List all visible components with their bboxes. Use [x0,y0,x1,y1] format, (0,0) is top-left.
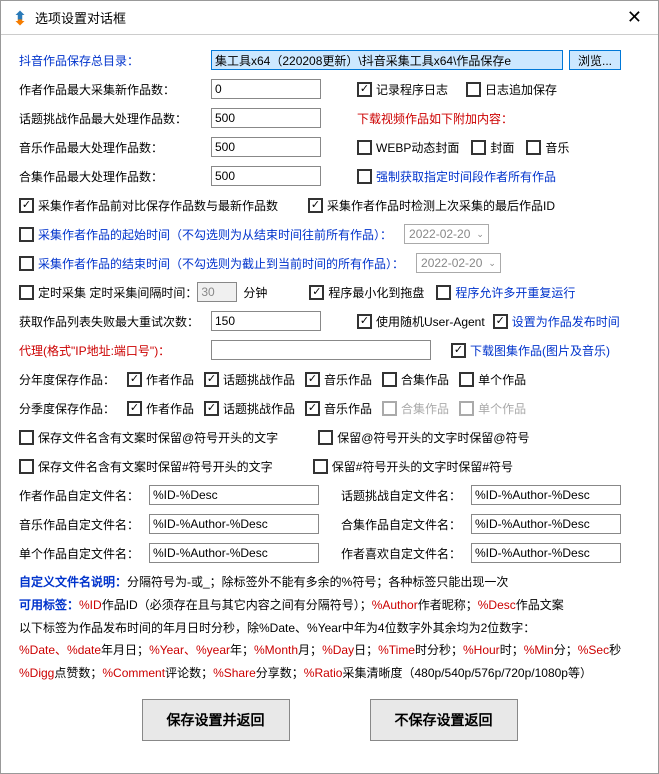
fn-coll-label: 合集作品自定文件名： [341,516,471,533]
y-topic-cb[interactable]: ✓ [204,372,219,387]
cover-checkbox[interactable] [471,140,486,155]
start-date-picker[interactable]: 2022-02-20⌄ [404,224,489,244]
detect-last-checkbox[interactable]: ✓ [308,198,323,213]
fn-author-input[interactable] [149,485,319,505]
proxy-label: 代理(格式"IP地址:端口号")： [19,342,211,359]
compare-count-label: 采集作者作品前对比保存作品数与最新作品数 [38,197,278,214]
browse-button[interactable]: 浏览... [569,50,621,70]
topic-max-label: 话题挑战作品最大处理作品数： [19,110,211,127]
y-music-cb[interactable]: ✓ [305,372,320,387]
save-dir-input[interactable] [211,50,563,70]
force-time-label: 强制获取指定时间段作者所有作品 [376,168,556,185]
log-label: 记录程序日志 [376,81,448,98]
retry-input[interactable] [211,311,321,331]
author-max-input[interactable] [211,79,321,99]
fn-music-label: 音乐作品自定文件名： [19,516,149,533]
minimize-checkbox[interactable]: ✓ [309,285,324,300]
random-ua-label: 使用随机User-Agent [376,313,485,330]
fn-like-label: 作者喜欢自定文件名： [341,545,471,562]
log-append-checkbox[interactable] [466,82,481,97]
topic-max-input[interactable] [211,108,321,128]
chevron-down-icon: ⌄ [488,258,496,269]
timed-collect-checkbox[interactable] [19,285,34,300]
y-author-cb[interactable]: ✓ [127,372,142,387]
fn-music-input[interactable] [149,514,319,534]
music-dl-label: 音乐 [545,139,569,156]
keep-at-checkbox[interactable] [19,430,34,445]
force-time-checkbox[interactable] [357,169,372,184]
dialog-window: 选项设置对话框 ✕ 抖音作品保存总目录： 浏览... 作者作品最大采集新作品数：… [0,0,659,774]
multi-instance-label: 程序允许多开重复运行 [455,284,575,301]
music-max-label: 音乐作品最大处理作品数： [19,139,211,156]
author-max-label: 作者作品最大采集新作品数： [19,81,211,98]
log-checkbox[interactable]: ✓ [357,82,372,97]
start-time-checkbox[interactable] [19,227,34,242]
keep-hash-symbol-checkbox[interactable] [313,459,328,474]
end-date-picker[interactable]: 2022-02-20⌄ [416,253,501,273]
chevron-down-icon: ⌄ [476,229,484,240]
description-block: 自定义文件名说明：分隔符号为-或_；除标签外不能有多余的%符号；各种标签只能出现… [19,571,640,685]
footer: 保存设置并返回 不保存设置返回 [19,685,640,759]
save-button[interactable]: 保存设置并返回 [142,699,290,741]
fn-coll-input[interactable] [471,514,621,534]
fn-like-input[interactable] [471,543,621,563]
detect-last-label: 采集作者作品时检测上次采集的最后作品ID [327,197,555,214]
random-ua-checkbox[interactable]: ✓ [357,314,372,329]
content-area: 抖音作品保存总目录： 浏览... 作者作品最大采集新作品数： ✓ 记录程序日志 日… [1,35,658,773]
webp-checkbox[interactable] [357,140,372,155]
titlebar: 选项设置对话框 ✕ [1,1,658,35]
fn-single-input[interactable] [149,543,319,563]
download-extra-label: 下载视频作品如下附加内容： [357,110,513,127]
q-single-cb [459,401,474,416]
multi-instance-checkbox[interactable] [436,285,451,300]
proxy-input[interactable] [211,340,431,360]
download-gallery-checkbox[interactable]: ✓ [451,343,466,358]
q-author-cb[interactable]: ✓ [127,401,142,416]
q-coll-cb [382,401,397,416]
end-time-label: 采集作者作品的结束时间（不勾选则为截止到当前时间的所有作品）： [38,255,404,272]
q-topic-cb[interactable]: ✓ [204,401,219,416]
download-gallery-label: 下载图集作品(图片及音乐) [470,342,610,359]
yearly-label: 分年度保存作品： [19,371,127,388]
retry-label: 获取作品列表失败最大重试次数： [19,313,211,330]
fn-topic-label: 话题挑战自定文件名： [341,487,471,504]
fn-topic-input[interactable] [471,485,621,505]
collection-max-input[interactable] [211,166,321,186]
collection-max-label: 合集作品最大处理作品数： [19,168,211,185]
keep-at-symbol-checkbox[interactable] [318,430,333,445]
log-append-label: 日志追加保存 [485,81,557,98]
pubdate-label: 设置为作品发布时间 [512,313,620,330]
start-time-label: 采集作者作品的起始时间（不勾选则为从结束时间往前所有作品）： [38,226,392,243]
fn-single-label: 单个作品自定文件名： [19,545,149,562]
interval-unit: 分钟 [243,284,267,301]
app-icon [11,9,29,27]
interval-input [197,282,237,302]
close-button[interactable]: ✕ [621,7,648,28]
compare-count-checkbox[interactable]: ✓ [19,198,34,213]
cancel-button[interactable]: 不保存设置返回 [370,699,518,741]
fn-author-label: 作者作品自定文件名： [19,487,149,504]
music-dl-checkbox[interactable] [526,140,541,155]
minimize-label: 程序最小化到拖盘 [328,284,424,301]
pubdate-checkbox[interactable]: ✓ [493,314,508,329]
timed-collect-label: 定时采集 定时采集间隔时间： [38,284,197,301]
webp-label: WEBP动态封面 [376,139,459,156]
cover-label: 封面 [490,139,514,156]
quarterly-label: 分季度保存作品： [19,400,127,417]
window-title: 选项设置对话框 [35,8,621,27]
music-max-input[interactable] [211,137,321,157]
q-music-cb[interactable]: ✓ [305,401,320,416]
end-time-checkbox[interactable] [19,256,34,271]
y-coll-cb[interactable] [382,372,397,387]
y-single-cb[interactable] [459,372,474,387]
keep-hash-checkbox[interactable] [19,459,34,474]
save-dir-label: 抖音作品保存总目录： [19,52,211,69]
